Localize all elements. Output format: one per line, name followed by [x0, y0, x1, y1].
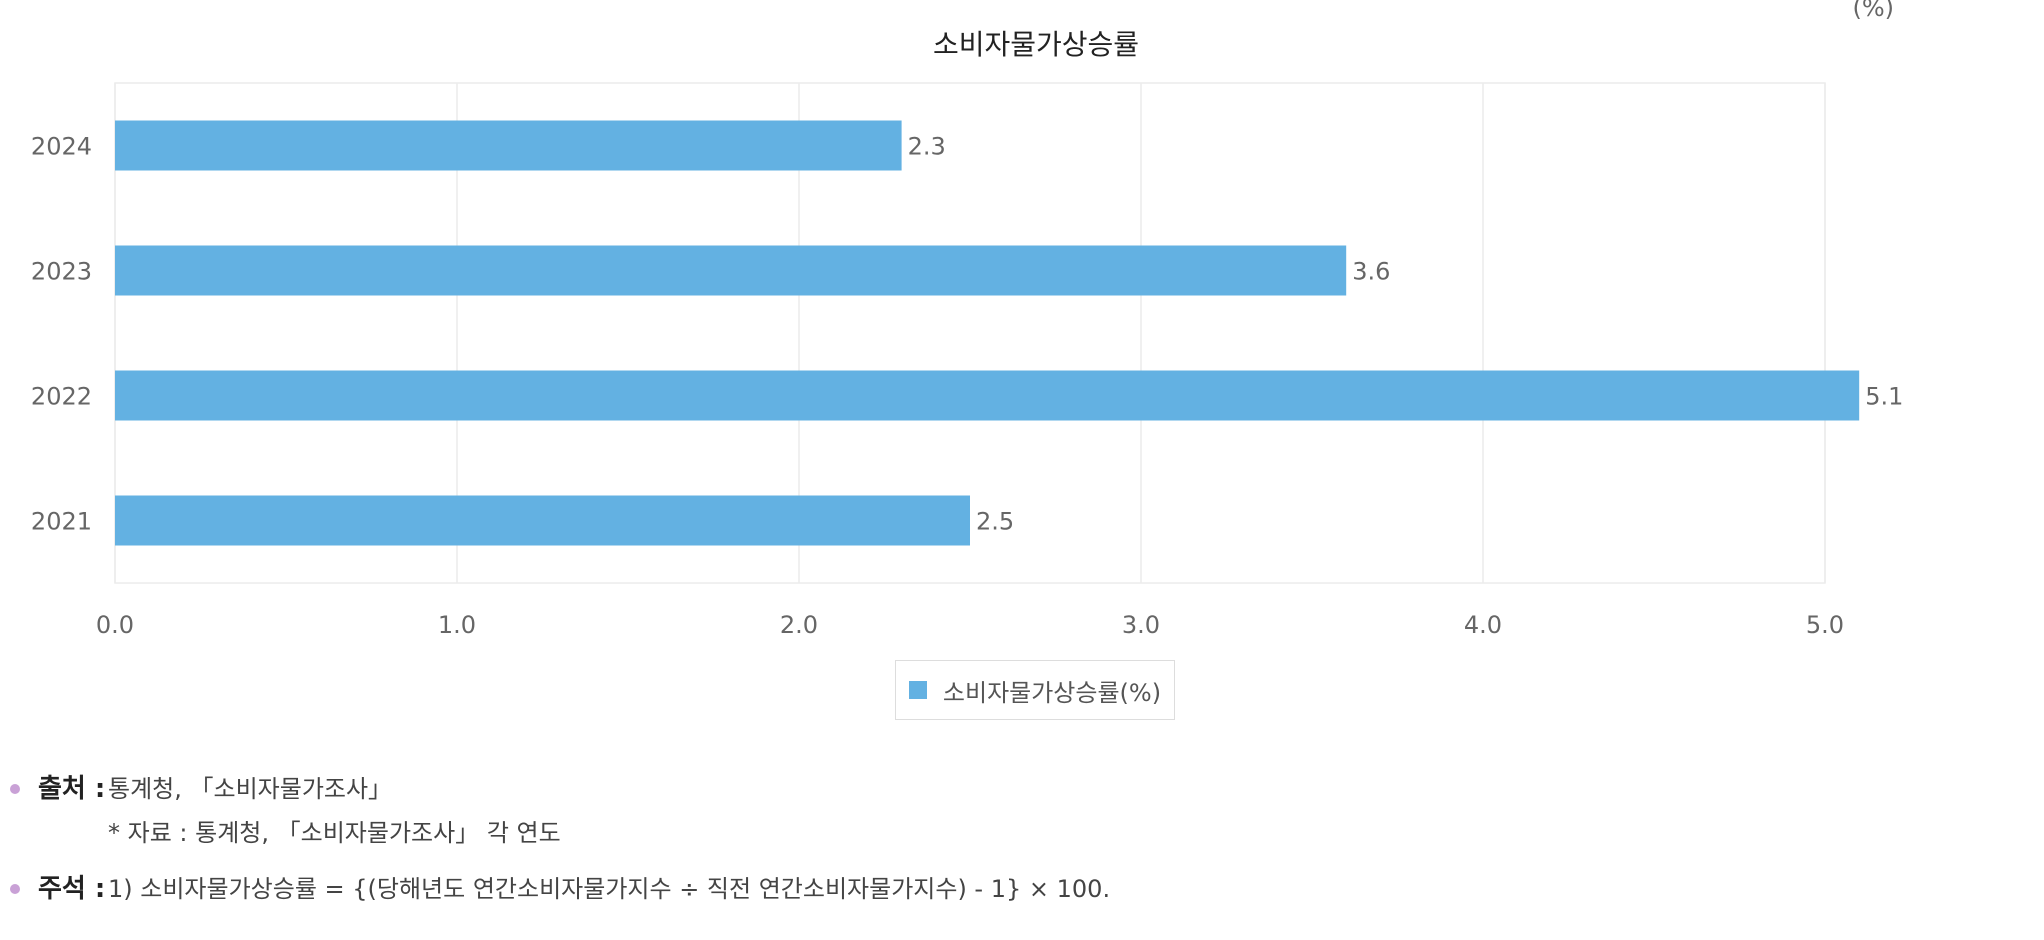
source-detail: * 자료 : 통계청, 「소비자물가조사」 각 연도 [108, 819, 561, 847]
data-label: 3.6 [1352, 258, 1390, 286]
bar-chart: 소비자물가상승률 2.3 3.6 5.1 2.5 2024 2023 2022 2021 0… [31, 28, 1904, 639]
source-key: 출처 : [38, 774, 106, 804]
legend-label: 소비자물가상승률(%) [942, 678, 1162, 707]
category-label: 2023 [31, 258, 92, 286]
footnote: 주석 : 1) 소비자물가상승률 = {(당해년도 연간소비자물가지수 ÷ 직전… [10, 870, 2010, 908]
data-label: 2.3 [908, 133, 946, 161]
footnote-body: 1) 소비자물가상승률 = {(당해년도 연간소비자물가지수 ÷ 직전 연간소비… [108, 870, 1110, 908]
category-label: 2022 [31, 383, 92, 411]
data-labels: 2.3 3.6 5.1 2.5 [908, 133, 1904, 536]
source-note: 출처 : 통계청, 「소비자물가조사」 * 자료 : 통계청, 「소비자물가조사… [10, 770, 2010, 852]
category-label: 2021 [31, 508, 92, 536]
legend[interactable]: 소비자물가상승률(%) [895, 660, 1175, 720]
category-label: 2024 [31, 133, 92, 161]
x-tick-label: 1.0 [438, 611, 476, 639]
bars [115, 120, 1860, 546]
chart-title: 소비자물가상승률 [933, 28, 1139, 61]
bar[interactable] [115, 245, 1347, 296]
data-label: 5.1 [1865, 383, 1903, 411]
bar[interactable] [115, 120, 902, 171]
category-labels: 2024 2023 2022 2021 [31, 133, 92, 536]
x-tick-label: 2.0 [780, 611, 818, 639]
x-tick-labels: 0.0 1.0 2.0 3.0 4.0 5.0 [96, 611, 1844, 639]
unit-label: (%) [1852, 0, 1894, 22]
x-tick-label: 4.0 [1464, 611, 1502, 639]
bullet-icon [10, 784, 20, 794]
bar[interactable] [115, 370, 1860, 421]
footnote-line: 1) 소비자물가상승률 = {(당해년도 연간소비자물가지수 ÷ 직전 연간소비… [108, 875, 1111, 903]
x-tick-label: 0.0 [96, 611, 134, 639]
source-body: 통계청, 「소비자물가조사」 * 자료 : 통계청, 「소비자물가조사」 각 연… [108, 770, 561, 852]
footnote-key: 주석 : [38, 874, 106, 904]
notes: 출처 : 통계청, 「소비자물가조사」 * 자료 : 통계청, 「소비자물가조사… [10, 770, 2010, 926]
x-tick-label: 5.0 [1806, 611, 1844, 639]
bar[interactable] [115, 495, 970, 546]
legend-swatch [908, 681, 927, 699]
source-line: 통계청, 「소비자물가조사」 [108, 775, 393, 803]
bullet-icon [10, 884, 20, 894]
x-tick-label: 3.0 [1122, 611, 1160, 639]
data-label: 2.5 [976, 508, 1014, 536]
